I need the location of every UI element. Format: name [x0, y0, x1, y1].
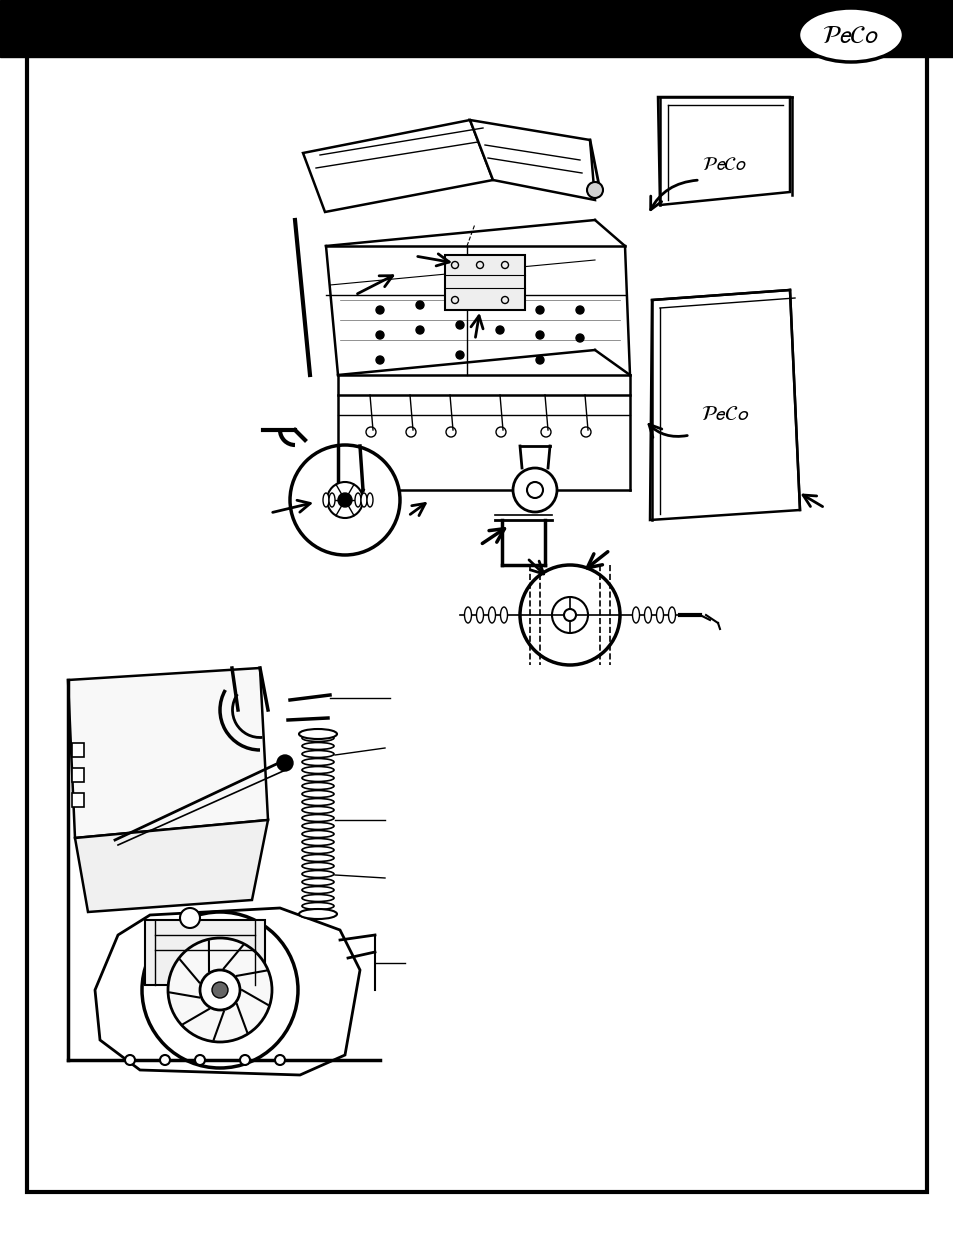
Circle shape [576, 333, 583, 342]
Ellipse shape [464, 606, 471, 622]
Ellipse shape [302, 742, 334, 750]
Circle shape [456, 321, 463, 329]
Circle shape [125, 1055, 135, 1065]
Ellipse shape [302, 878, 334, 885]
Ellipse shape [360, 493, 367, 508]
Circle shape [375, 331, 384, 338]
Circle shape [519, 564, 619, 664]
Circle shape [456, 296, 463, 304]
Ellipse shape [302, 823, 334, 830]
Circle shape [456, 351, 463, 359]
Ellipse shape [367, 493, 373, 508]
Ellipse shape [302, 806, 334, 814]
Ellipse shape [302, 871, 334, 878]
Ellipse shape [668, 606, 675, 622]
Circle shape [160, 1055, 170, 1065]
Circle shape [337, 493, 352, 508]
Circle shape [194, 1055, 205, 1065]
Circle shape [536, 306, 543, 314]
Circle shape [327, 482, 363, 517]
Circle shape [375, 356, 384, 364]
Ellipse shape [355, 493, 360, 508]
Ellipse shape [302, 774, 334, 782]
Ellipse shape [302, 758, 334, 766]
Bar [71, 743, 84, 757]
Ellipse shape [500, 606, 507, 622]
Ellipse shape [632, 606, 639, 622]
Circle shape [212, 982, 228, 998]
Polygon shape [68, 668, 268, 839]
Polygon shape [658, 98, 789, 205]
Ellipse shape [302, 767, 334, 773]
Circle shape [416, 326, 423, 333]
Circle shape [274, 1055, 285, 1065]
Circle shape [536, 331, 543, 338]
Ellipse shape [302, 783, 334, 789]
Ellipse shape [298, 909, 336, 919]
Text: $\mathcal{PeCo}$: $\mathcal{PeCo}$ [821, 23, 879, 48]
Circle shape [375, 306, 384, 314]
Ellipse shape [302, 903, 334, 909]
Ellipse shape [329, 493, 335, 508]
Ellipse shape [476, 606, 483, 622]
Ellipse shape [798, 7, 902, 62]
Ellipse shape [302, 839, 334, 846]
Circle shape [276, 755, 293, 771]
Circle shape [168, 939, 272, 1042]
Circle shape [142, 911, 297, 1068]
Ellipse shape [302, 846, 334, 853]
Circle shape [416, 301, 423, 309]
Bar [145, 920, 265, 986]
Circle shape [290, 445, 399, 555]
Bar [0, 0, 953, 57]
Circle shape [496, 326, 503, 333]
Ellipse shape [298, 729, 336, 739]
Ellipse shape [302, 735, 334, 741]
Bar [444, 254, 524, 310]
Ellipse shape [302, 799, 334, 805]
Ellipse shape [302, 830, 334, 837]
Bar [71, 768, 84, 782]
Ellipse shape [302, 751, 334, 757]
Circle shape [496, 301, 503, 309]
Circle shape [200, 969, 240, 1010]
Circle shape [576, 306, 583, 314]
Polygon shape [75, 820, 268, 911]
Circle shape [552, 597, 587, 634]
Ellipse shape [644, 606, 651, 622]
Circle shape [586, 182, 602, 198]
Circle shape [513, 468, 557, 513]
Ellipse shape [323, 493, 329, 508]
Ellipse shape [302, 887, 334, 893]
Polygon shape [303, 120, 493, 212]
Ellipse shape [302, 790, 334, 798]
Circle shape [240, 1055, 250, 1065]
Circle shape [536, 356, 543, 364]
Ellipse shape [656, 606, 662, 622]
Ellipse shape [302, 815, 334, 821]
Ellipse shape [302, 894, 334, 902]
Text: $\mathcal{PeCo}$: $\mathcal{PeCo}$ [700, 405, 748, 425]
Circle shape [180, 908, 200, 927]
Polygon shape [470, 120, 595, 200]
Text: $\mathcal{PeCo}$: $\mathcal{PeCo}$ [701, 156, 747, 174]
Polygon shape [649, 290, 800, 520]
Ellipse shape [302, 855, 334, 862]
Ellipse shape [302, 862, 334, 869]
Bar [71, 793, 84, 806]
Ellipse shape [488, 606, 495, 622]
